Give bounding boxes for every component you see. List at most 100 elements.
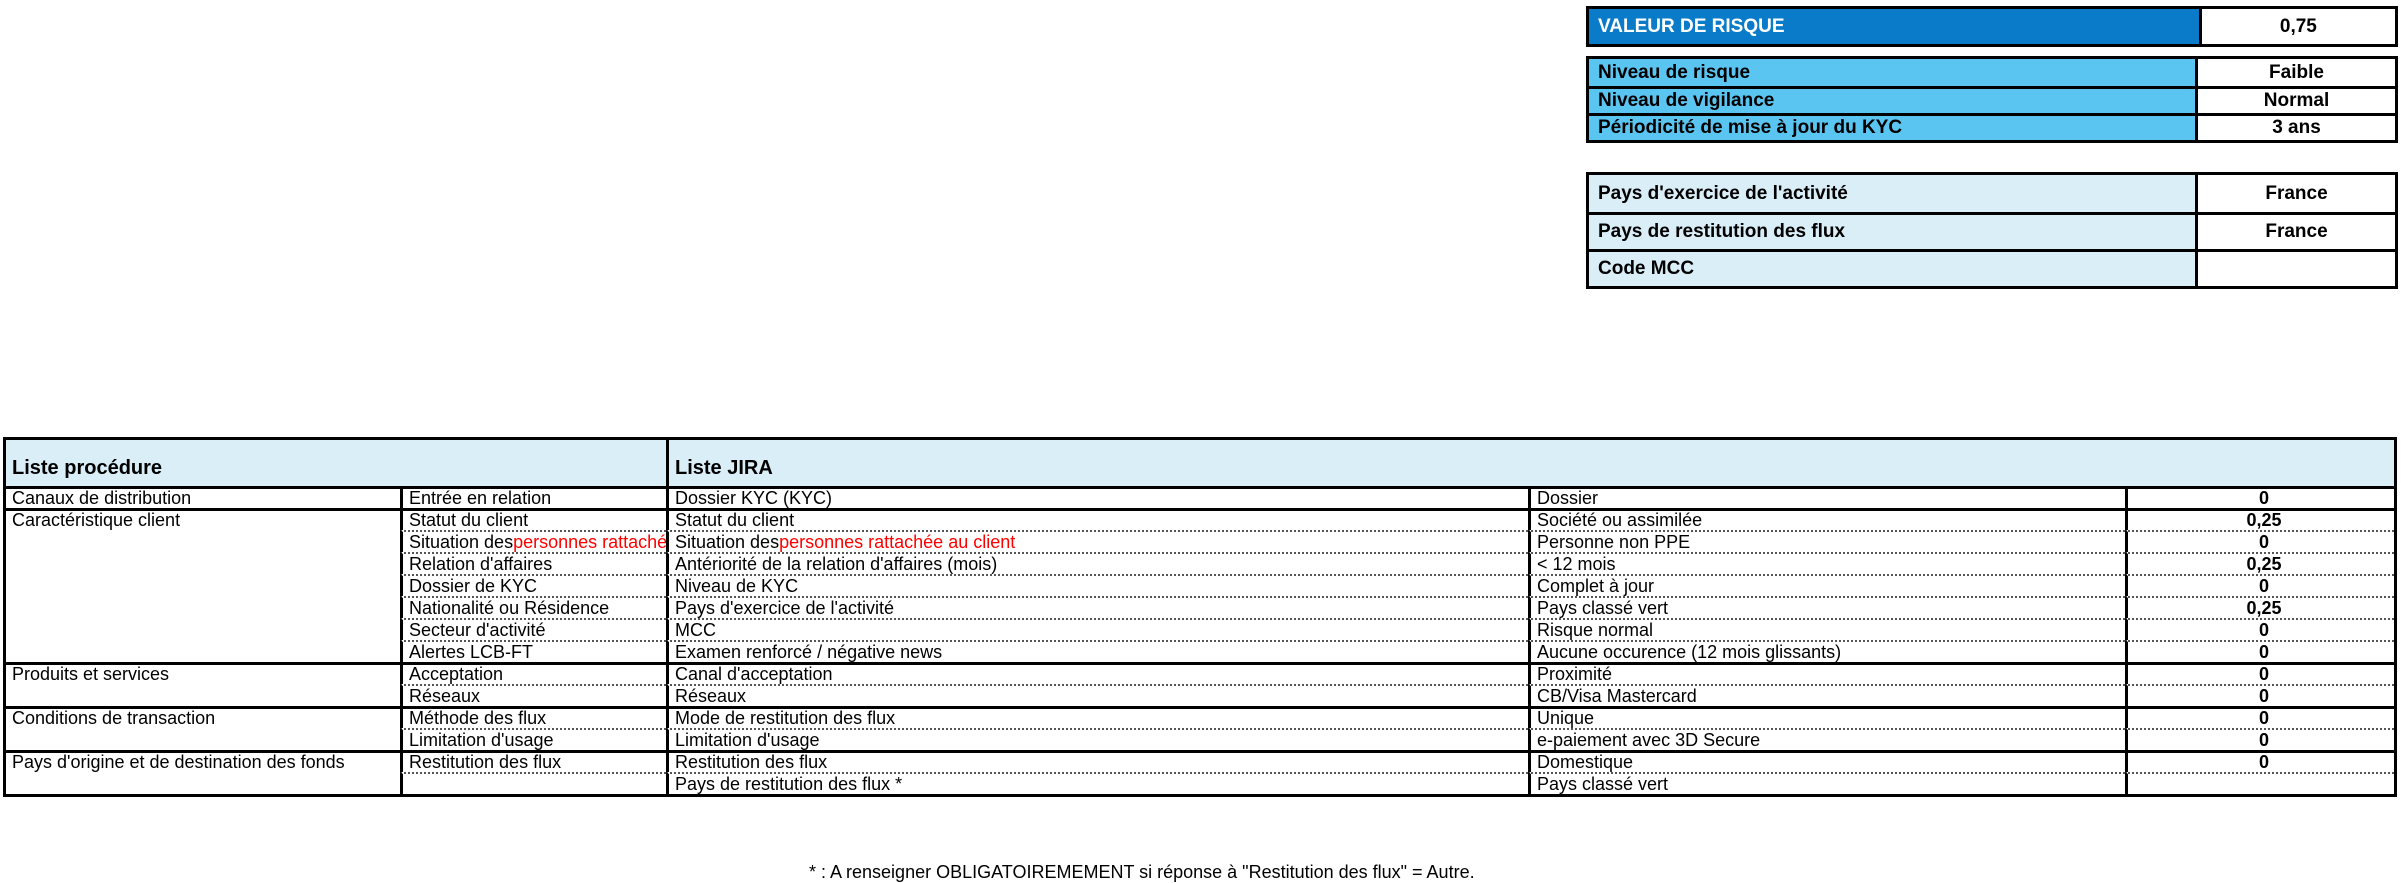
activity-country-row: Pays d'exercice de l'activité France	[1589, 175, 2395, 212]
cell-score: 0,25	[2125, 552, 2394, 574]
activity-country-label: Pays d'exercice de l'activité	[1589, 175, 2195, 212]
cell-answer[interactable]: CB/Visa Mastercard	[1528, 684, 2125, 706]
cell-jira-label: Statut du client	[666, 508, 1528, 530]
cell-jira-label: Niveau de KYC	[666, 574, 1528, 596]
chevron-down-icon[interactable]	[2125, 664, 2127, 684]
cell-criterion: Alertes LCB-FT	[400, 640, 666, 662]
cell-category: Caractéristique client	[6, 508, 400, 530]
cell-jira-label: Limitation d'usage	[666, 728, 1528, 750]
cell-jira-label: MCC	[666, 618, 1528, 640]
cell-category: Conditions de transaction	[6, 706, 400, 728]
cell-criterion: Réseaux	[400, 684, 666, 706]
header-liste-jira: Liste JIRA	[666, 440, 1528, 486]
cell-criterion: Situation des personnes rattachées au cl…	[400, 530, 666, 552]
cell-jira-label: Réseaux	[666, 684, 1528, 706]
cell-jira-label: Pays d'exercice de l'activité	[666, 596, 1528, 618]
cell-answer[interactable]: Pays classé vert	[1528, 596, 2125, 618]
cell-criterion: Limitation d'usage	[400, 728, 666, 750]
table-row: Nationalité ou Résidence Pays d'exercice …	[6, 596, 2394, 618]
cell-answer[interactable]: Dossier	[1528, 486, 2125, 508]
cell-category: Pays d'origine et de destination des fon…	[6, 750, 400, 772]
cell-answer[interactable]: Aucune occurence (12 mois glissants)	[1528, 640, 2125, 662]
table-body: Canaux de distribution Entrée en relation…	[6, 486, 2394, 794]
header-liste-procedure: Liste procédure	[12, 457, 163, 479]
cell-score: 0	[2125, 728, 2394, 750]
table-row: Canaux de distribution Entrée en relation…	[6, 486, 2394, 508]
cell-category	[6, 640, 400, 662]
table-row: Pays de restitution des flux * Pays class…	[6, 772, 2394, 794]
cell-answer[interactable]: Risque normal	[1528, 618, 2125, 640]
header-score	[2125, 440, 2394, 486]
cell-criterion: Acceptation	[400, 662, 666, 684]
cell-jira-label: Mode de restitution des flux	[666, 706, 1528, 728]
cell-criterion: Entrée en relation	[400, 486, 666, 508]
cell-category: Produits et services	[6, 662, 400, 684]
cell-jira-label: Examen renforcé / négative news	[666, 640, 1528, 662]
cell-jira-label: Dossier KYC (KYC)	[666, 486, 1528, 508]
table-row: Secteur d'activité MCC Risque normal 0	[6, 618, 2394, 640]
risk-criteria-table: Liste procédure Liste JIRA Canaux de dis…	[3, 437, 2397, 797]
cell-score	[2125, 772, 2394, 794]
cell-answer[interactable]: e-paiement avec 3D Secure	[1528, 728, 2125, 750]
table-row: Caractéristique client Statut du client St…	[6, 508, 2394, 530]
cell-jira-label: Situation des personnes rattachée au cli…	[666, 530, 1528, 552]
table-row: Produits et services Acceptation Canal d'a…	[6, 662, 2394, 684]
table-row: Réseaux Réseaux CB/Visa Mastercard 0	[6, 684, 2394, 706]
cell-category	[6, 552, 400, 574]
table-row: Relation d'affaires Antériorité de la rel…	[6, 552, 2394, 574]
cell-answer[interactable]: < 12 mois	[1528, 552, 2125, 574]
cell-score: 0,25	[2125, 508, 2394, 530]
cell-score: 0	[2125, 640, 2394, 662]
risk-levels-panel: Niveau de risque Faible Niveau de vigila…	[1586, 56, 2398, 143]
flow-country-value[interactable]: France	[2195, 215, 2395, 249]
kyc-periodicity-value: 3 ans	[2195, 116, 2395, 140]
mcc-code-row: Code MCC	[1589, 249, 2395, 286]
mcc-code-value[interactable]	[2195, 252, 2395, 286]
kyc-periodicity-row: Périodicité de mise à jour du KYC 3 ans	[1589, 113, 2395, 140]
table-row: Alertes LCB-FT Examen renforcé / négative…	[6, 640, 2394, 662]
cell-answer[interactable]: Complet à jour	[1528, 574, 2125, 596]
cell-category	[6, 772, 400, 794]
cell-answer[interactable]: Société ou assimilée	[1528, 508, 2125, 530]
risk-value-label: VALEUR DE RISQUE	[1589, 9, 2199, 44]
activity-country-value[interactable]: France	[2195, 175, 2395, 212]
cell-criterion: Secteur d'activité	[400, 618, 666, 640]
cell-answer[interactable]: Proximité	[1528, 662, 2125, 684]
header-criterion	[400, 440, 666, 486]
vigilance-level-row: Niveau de vigilance Normal	[1589, 86, 2395, 113]
cell-category	[6, 684, 400, 706]
risk-value-amount: 0,75	[2198, 9, 2395, 44]
cell-criterion: Restitution des flux	[400, 750, 666, 772]
cell-answer[interactable]: Unique	[1528, 706, 2125, 728]
vigilance-level-value: Normal	[2195, 89, 2395, 113]
cell-category: Canaux de distribution	[6, 486, 400, 508]
cell-answer[interactable]: Pays classé vert	[1528, 772, 2125, 794]
country-info-panel: Pays d'exercice de l'activité France Pay…	[1586, 172, 2398, 289]
table-row: Situation des personnes rattachées au cl…	[6, 530, 2394, 552]
cell-answer[interactable]: Domestique	[1528, 750, 2125, 772]
flow-country-label: Pays de restitution des flux	[1589, 215, 2195, 249]
cell-category	[6, 596, 400, 618]
header-answer	[1528, 440, 2125, 486]
table-row: Dossier de KYC Niveau de KYC Complet à jou…	[6, 574, 2394, 596]
cell-answer[interactable]: Personne non PPE	[1528, 530, 2125, 552]
criterion-highlight: personnes rattachées au client	[513, 531, 666, 552]
table-header-row: Liste procédure Liste JIRA	[6, 440, 2394, 486]
risk-level-label: Niveau de risque	[1589, 59, 2195, 86]
cell-score: 0	[2125, 530, 2394, 552]
cell-score: 0	[2125, 618, 2394, 640]
cell-criterion: Relation d'affaires	[400, 552, 666, 574]
cell-criterion: Nationalité ou Résidence	[400, 596, 666, 618]
cell-category	[6, 618, 400, 640]
risk-level-row: Niveau de risque Faible	[1589, 59, 2395, 86]
jira-highlight: personnes rattachée au client	[779, 531, 1016, 552]
cell-score: 0	[2125, 684, 2394, 706]
cell-category	[6, 530, 400, 552]
cell-criterion: Dossier de KYC	[400, 574, 666, 596]
cell-score: 0	[2125, 574, 2394, 596]
mcc-code-label: Code MCC	[1589, 252, 2195, 286]
cell-jira-label: Antériorité de la relation d'affaires (m…	[666, 552, 1528, 574]
cell-jira-label: Canal d'acceptation	[666, 662, 1528, 684]
cell-score: 0	[2125, 750, 2394, 772]
footnote-text: * : A renseigner OBLIGATOIREMEMENT si ré…	[809, 862, 1475, 882]
